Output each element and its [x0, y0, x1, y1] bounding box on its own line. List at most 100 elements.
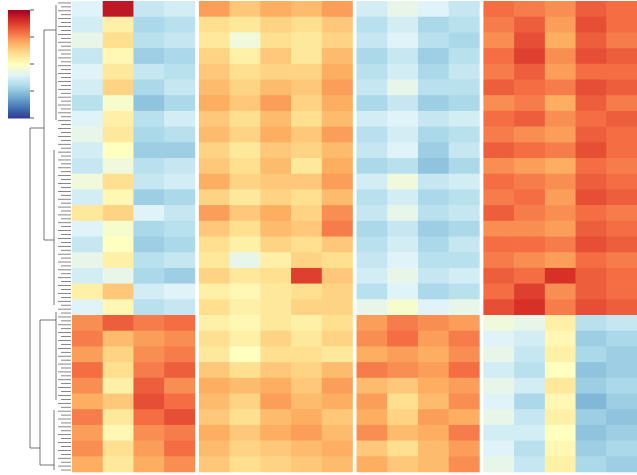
heatmap-cell: [102, 236, 134, 253]
heatmap-cell: [229, 158, 261, 174]
heatmap-cell: [102, 299, 134, 316]
heatmap-cell: [387, 267, 419, 284]
heatmap-cell: [198, 456, 230, 473]
heatmap-cell: [164, 173, 196, 190]
heatmap-cell: [575, 158, 607, 174]
heatmap-cell: [198, 283, 230, 300]
heatmap-cell: [544, 63, 576, 80]
heatmap-cell: [291, 126, 323, 143]
heatmap-cell: [575, 63, 607, 80]
heatmap-cell: [575, 267, 607, 284]
heatmap-cell: [544, 126, 576, 143]
heatmap-cell: [544, 299, 576, 316]
heatmap-cell: [448, 63, 480, 80]
heatmap-cell: [448, 142, 480, 159]
heatmap-cell: [544, 362, 576, 379]
heatmap-cell: [544, 456, 576, 473]
heatmap-cell: [448, 48, 480, 65]
heatmap-cell: [448, 362, 480, 379]
heatmap-cell: [606, 299, 637, 316]
heatmap-cell: [291, 267, 323, 284]
heatmap-cell: [321, 173, 353, 190]
dendrogram: [29, 5, 57, 470]
colorbar-step: [8, 84, 30, 87]
heatmap-cell: [133, 110, 165, 127]
heatmap-cell: [260, 189, 292, 206]
heatmap-cell: [321, 283, 353, 300]
heatmap-cell: [260, 283, 292, 300]
heatmap-cell: [133, 189, 165, 206]
heatmap-cell: [229, 409, 261, 426]
heatmap-cell: [164, 440, 196, 457]
heatmap-cell: [291, 189, 323, 206]
heatmap-cell: [291, 330, 323, 347]
heatmap-cell: [356, 252, 388, 269]
heatmap-cell: [260, 440, 292, 457]
heatmap-cell: [575, 1, 607, 17]
heatmap-cell: [575, 126, 607, 143]
heatmap-cell: [229, 283, 261, 300]
heatmap-cell: [606, 409, 637, 426]
heatmap-cell: [356, 158, 388, 174]
heatmap-cell: [606, 440, 637, 457]
heatmap-cell: [260, 220, 292, 237]
colorbar-step: [8, 48, 30, 51]
heatmap-cell: [356, 220, 388, 237]
heatmap-cell: [164, 63, 196, 80]
heatmap-cell: [575, 346, 607, 363]
heatmap-cell: [260, 456, 292, 473]
heatmap-cell: [387, 393, 419, 410]
heatmap-cell: [575, 283, 607, 300]
heatmap-cell: [164, 205, 196, 222]
heatmap-cell: [575, 48, 607, 65]
heatmap-cell: [291, 95, 323, 112]
heatmap-cell: [417, 158, 449, 174]
heatmap-cell: [72, 173, 104, 190]
heatmap-cell: [514, 283, 546, 300]
heatmap-cell: [291, 173, 323, 190]
heatmap-cell: [291, 315, 323, 331]
heatmap-cell: [260, 95, 292, 112]
colorbar-step: [8, 104, 30, 107]
heatmap-cell: [72, 48, 104, 65]
heatmap-cell: [198, 393, 230, 410]
heatmap-cell: [198, 346, 230, 363]
heatmap-cell: [102, 393, 134, 410]
heatmap-cell: [260, 110, 292, 127]
heatmap-cell: [448, 267, 480, 284]
heatmap-cell: [483, 440, 515, 457]
heatmap-cell: [387, 424, 419, 441]
heatmap-cell: [291, 205, 323, 222]
heatmap-cell: [483, 79, 515, 96]
heatmap-cell: [483, 205, 515, 222]
heatmap-cell: [417, 189, 449, 206]
colorbar-step: [8, 108, 30, 111]
heatmap-cell: [514, 393, 546, 410]
heatmap-cell: [514, 95, 546, 112]
heatmap-cell: [321, 330, 353, 347]
heatmap-cell: [229, 63, 261, 80]
heatmap-cell: [229, 440, 261, 457]
heatmap-cell: [321, 393, 353, 410]
heatmap-cell: [606, 48, 637, 65]
heatmap-cell: [72, 252, 104, 269]
colorbar-step: [8, 14, 30, 17]
heatmap-cell: [417, 95, 449, 112]
heatmap-cell: [260, 173, 292, 190]
heatmap-cell: [291, 252, 323, 269]
heatmap-cell: [387, 315, 419, 331]
heatmap-cell: [356, 142, 388, 159]
heatmap-cell: [321, 409, 353, 426]
heatmap-cell: [72, 440, 104, 457]
heatmap-cell: [483, 456, 515, 473]
heatmap-cell: [448, 158, 480, 174]
heatmap-cell: [321, 48, 353, 65]
heatmap-cell: [448, 173, 480, 190]
heatmap-cell: [544, 440, 576, 457]
heatmap-cell: [102, 283, 134, 300]
heatmap-cell: [483, 393, 515, 410]
heatmap-cell: [164, 299, 196, 316]
colorbar-step: [8, 86, 30, 89]
heatmap-cell: [198, 16, 230, 33]
